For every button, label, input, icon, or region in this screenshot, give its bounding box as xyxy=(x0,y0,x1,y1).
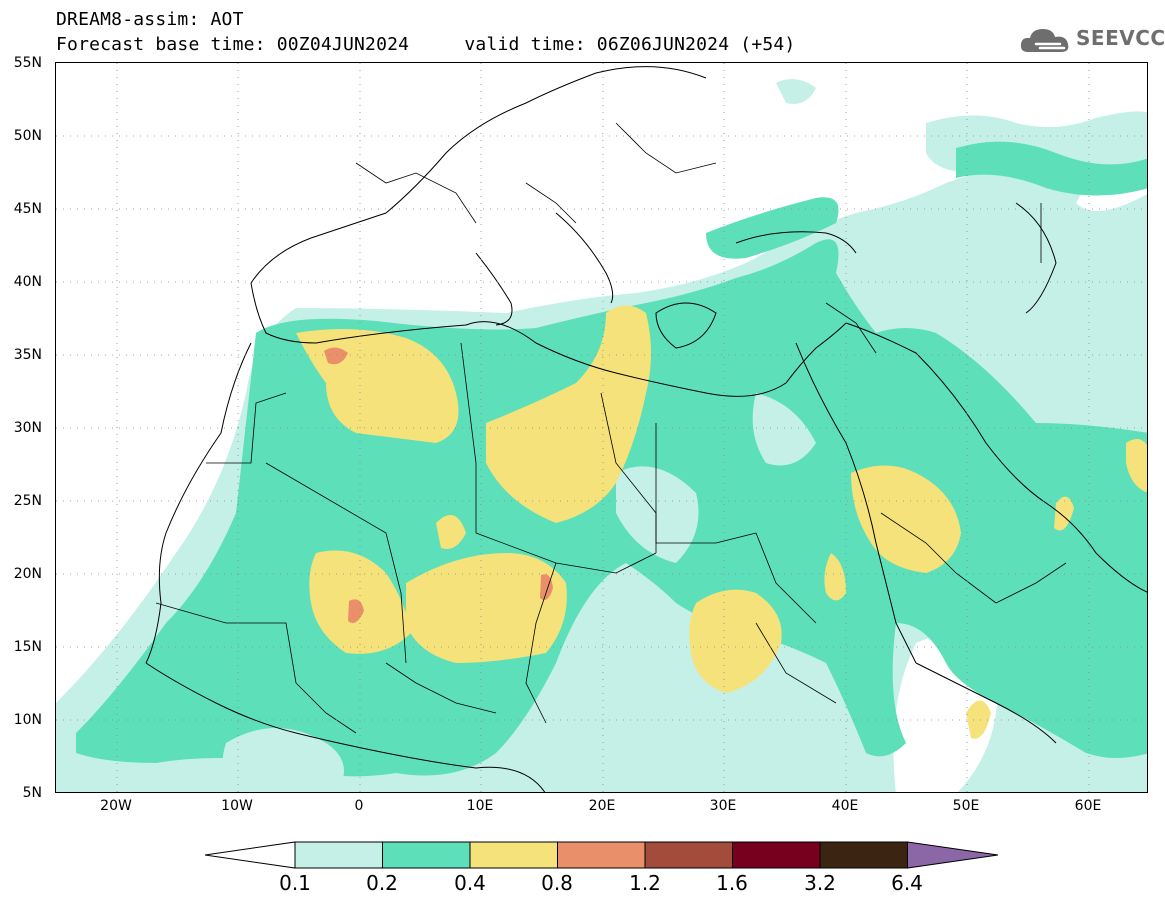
lat-tick-label: 55N xyxy=(13,55,42,71)
colorbar-segment xyxy=(294,841,383,869)
colorbar-segment xyxy=(557,841,646,869)
map-title: DREAM8-assim: AOT xyxy=(56,9,244,30)
colorbar-label: 1.2 xyxy=(629,871,661,895)
aot-band-0-1-interior xyxy=(222,393,816,792)
colorbar-segment xyxy=(907,841,999,869)
lat-tick-label: 50N xyxy=(13,128,42,144)
lon-tick-label: 60E xyxy=(1074,798,1102,814)
colorbar-label: 6.4 xyxy=(891,871,923,895)
lon-tick-label: 20W xyxy=(100,798,132,814)
colorbar-segment xyxy=(205,841,296,869)
cloud-icon xyxy=(1020,29,1069,52)
lon-tick-label: 50E xyxy=(952,798,980,814)
lat-tick-label: 5N xyxy=(22,785,42,801)
colorbar-segment xyxy=(732,841,821,869)
logo-text: SEEVCCC xyxy=(1076,26,1165,50)
colorbar-segment xyxy=(819,841,908,869)
lon-tick-label: 20E xyxy=(588,798,616,814)
lat-tick-label: 25N xyxy=(13,493,42,509)
colorbar-label: 0.1 xyxy=(279,871,311,895)
colorbar-label: 3.2 xyxy=(804,871,836,895)
colorbar-label: 0.8 xyxy=(541,871,573,895)
lon-tick-label: 40E xyxy=(831,798,859,814)
lat-tick-label: 20N xyxy=(13,566,42,582)
colorbar-segment xyxy=(382,841,471,869)
colorbar-label: 1.6 xyxy=(716,871,748,895)
lon-tick-label: 0 xyxy=(354,798,364,814)
country-borders xyxy=(155,122,1067,734)
colorbar-segment xyxy=(469,841,558,869)
lon-tick-label: 10E xyxy=(466,798,494,814)
lon-tick-label: 30E xyxy=(709,798,737,814)
aot-map xyxy=(56,63,1147,792)
lat-tick-label: 45N xyxy=(13,201,42,217)
colorbar-label: 0.4 xyxy=(454,871,486,895)
lat-tick-label: 35N xyxy=(13,347,42,363)
lon-tick-label: 10W xyxy=(221,798,253,814)
colorbar-label: 0.2 xyxy=(366,871,398,895)
lat-tick-label: 40N xyxy=(13,274,42,290)
colorbar xyxy=(205,841,999,869)
lat-tick-label: 10N xyxy=(13,712,42,728)
lat-tick-label: 30N xyxy=(13,420,42,436)
colorbar-segment xyxy=(644,841,733,869)
lat-tick-label: 15N xyxy=(13,639,42,655)
forecast-time-subtitle: Forecast base time: 00Z04JUN2024 valid t… xyxy=(56,34,796,55)
map-area xyxy=(55,62,1148,793)
seevccc-logo: SEEVCCC xyxy=(1018,24,1165,60)
coastlines xyxy=(145,66,1147,792)
graticule xyxy=(56,63,1147,792)
